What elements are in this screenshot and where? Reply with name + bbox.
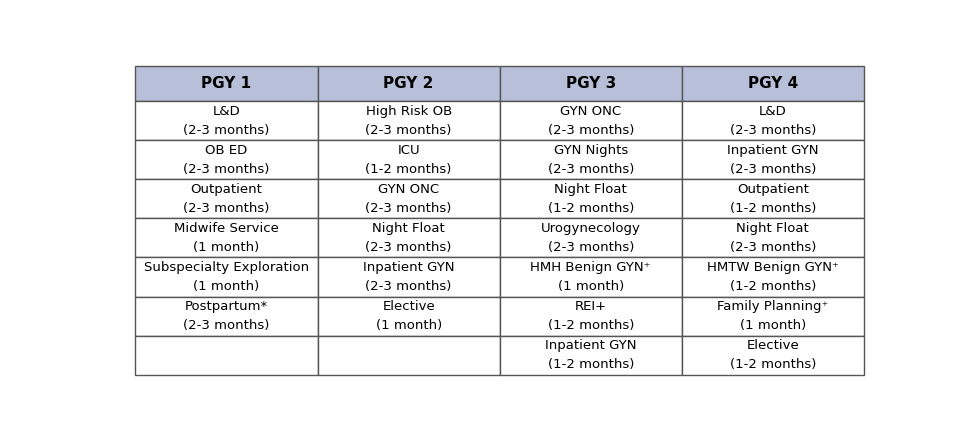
Text: PGY 2: PGY 2	[383, 76, 434, 91]
Bar	[136, 336, 318, 375]
Text: Family Planning⁺
(1 month): Family Planning⁺ (1 month)	[718, 300, 829, 332]
Text: Night Float
(1-2 months): Night Float (1-2 months)	[548, 183, 634, 215]
Text: Urogynecology
(2-3 months): Urogynecology (2-3 months)	[541, 222, 641, 254]
Bar	[499, 66, 682, 101]
Text: Elective
(1 month): Elective (1 month)	[375, 300, 442, 332]
Bar	[136, 179, 318, 218]
Text: REI+
(1-2 months): REI+ (1-2 months)	[548, 300, 634, 332]
Bar	[682, 140, 864, 179]
Bar	[682, 101, 864, 140]
Text: Postpartum*
(2-3 months): Postpartum* (2-3 months)	[183, 300, 270, 332]
Bar	[136, 218, 318, 258]
Bar	[318, 336, 499, 375]
Text: HMTW Benign GYN⁺
(1-2 months): HMTW Benign GYN⁺ (1-2 months)	[707, 261, 838, 293]
Text: Night Float
(2-3 months): Night Float (2-3 months)	[729, 222, 816, 254]
Bar	[682, 296, 864, 336]
Text: Midwife Service
(1 month): Midwife Service (1 month)	[175, 222, 279, 254]
Bar	[682, 66, 864, 101]
Text: Inpatient GYN
(2-3 months): Inpatient GYN (2-3 months)	[727, 144, 819, 176]
Text: GYN ONC
(2-3 months): GYN ONC (2-3 months)	[366, 183, 451, 215]
Text: ICU
(1-2 months): ICU (1-2 months)	[366, 144, 451, 176]
Text: Elective
(1-2 months): Elective (1-2 months)	[729, 339, 816, 371]
Bar	[682, 336, 864, 375]
Text: L&D
(2-3 months): L&D (2-3 months)	[183, 105, 270, 137]
Text: GYN Nights
(2-3 months): GYN Nights (2-3 months)	[548, 144, 634, 176]
Text: PGY 1: PGY 1	[202, 76, 252, 91]
Bar	[682, 218, 864, 258]
Text: L&D
(2-3 months): L&D (2-3 months)	[729, 105, 816, 137]
Text: GYN ONC
(2-3 months): GYN ONC (2-3 months)	[548, 105, 634, 137]
Bar	[318, 66, 499, 101]
Bar	[136, 296, 318, 336]
Text: Night Float
(2-3 months): Night Float (2-3 months)	[366, 222, 451, 254]
Bar	[136, 140, 318, 179]
Bar	[318, 101, 499, 140]
Bar	[682, 258, 864, 296]
Text: Inpatient GYN
(1-2 months): Inpatient GYN (1-2 months)	[545, 339, 637, 371]
Text: High Risk OB
(2-3 months): High Risk OB (2-3 months)	[366, 105, 451, 137]
Bar	[318, 218, 499, 258]
Bar	[136, 66, 318, 101]
Text: Outpatient
(2-3 months): Outpatient (2-3 months)	[183, 183, 270, 215]
Text: Inpatient GYN
(2-3 months): Inpatient GYN (2-3 months)	[363, 261, 454, 293]
Bar	[499, 258, 682, 296]
Bar	[499, 336, 682, 375]
Bar	[499, 101, 682, 140]
Bar	[682, 179, 864, 218]
Bar	[318, 258, 499, 296]
Text: Outpatient
(1-2 months): Outpatient (1-2 months)	[729, 183, 816, 215]
Bar	[318, 179, 499, 218]
Bar	[136, 101, 318, 140]
Bar	[318, 296, 499, 336]
Bar	[318, 140, 499, 179]
Bar	[499, 179, 682, 218]
Text: OB ED
(2-3 months): OB ED (2-3 months)	[183, 144, 270, 176]
Text: Subspecialty Exploration
(1 month): Subspecialty Exploration (1 month)	[144, 261, 309, 293]
Text: PGY 3: PGY 3	[566, 76, 616, 91]
Bar	[499, 218, 682, 258]
Bar	[499, 140, 682, 179]
Text: PGY 4: PGY 4	[748, 76, 798, 91]
Bar	[499, 296, 682, 336]
Bar	[136, 258, 318, 296]
Text: HMH Benign GYN⁺
(1 month): HMH Benign GYN⁺ (1 month)	[530, 261, 651, 293]
